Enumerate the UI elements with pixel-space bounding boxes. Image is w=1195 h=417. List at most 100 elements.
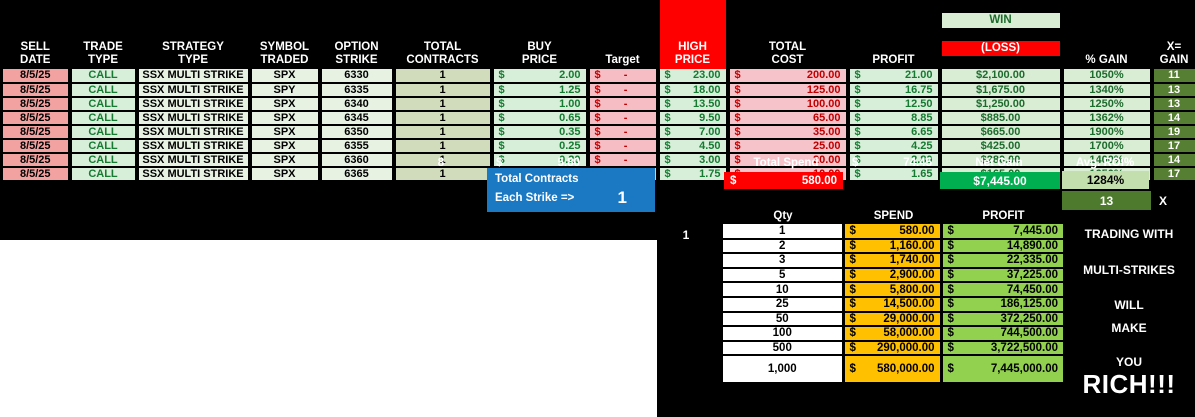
- sell-date-cell[interactable]: 8/5/25: [1, 152, 72, 168]
- total-contracts-sum[interactable]: 8: [437, 157, 445, 169]
- profit-cell[interactable]: $12.50: [847, 96, 942, 112]
- percent-gain-cell[interactable]: 1250%: [1061, 96, 1154, 112]
- col-header-profit[interactable]: PROFIT: [847, 0, 942, 69]
- col-header-trade-type[interactable]: TRADE TYPE: [69, 0, 139, 69]
- target-cell[interactable]: $-: [587, 69, 660, 84]
- net-gain-value[interactable]: $7,445.00: [940, 172, 1060, 189]
- symbol-cell[interactable]: SPX: [249, 166, 322, 182]
- buy-price-cell[interactable]: $2.00: [491, 69, 590, 84]
- sell-date-cell[interactable]: 8/5/25: [1, 166, 72, 182]
- col-header-sell-date[interactable]: SELL DATE: [1, 0, 72, 69]
- x-gain-cell[interactable]: 13: [1151, 96, 1195, 112]
- target-cell[interactable]: $-: [587, 110, 660, 126]
- qty-cell[interactable]: 5: [723, 267, 845, 284]
- contracts-cell[interactable]: 1: [393, 82, 494, 98]
- high-price-cell[interactable]: $9.50: [657, 110, 730, 126]
- col-header-win-loss[interactable]: WIN (LOSS): [939, 0, 1064, 69]
- symbol-cell[interactable]: SPX: [249, 96, 322, 112]
- profit-scale-cell[interactable]: $372,250.00: [941, 311, 1063, 328]
- qty-cell[interactable]: 10: [723, 282, 845, 298]
- high-price-cell[interactable]: $1.75: [657, 166, 730, 182]
- high-price-cell[interactable]: $13.50: [657, 96, 730, 112]
- high-price-cell[interactable]: $7.00: [657, 124, 730, 140]
- buy-price-cell[interactable]: $1.00: [491, 96, 590, 112]
- spend-cell[interactable]: $29,000.00: [843, 311, 943, 328]
- percent-gain-cell[interactable]: 1400%: [1061, 152, 1154, 168]
- spend-cell[interactable]: $290,000.00: [843, 340, 943, 357]
- percent-gain-cell[interactable]: 1362%: [1061, 110, 1154, 126]
- profit-scale-cell[interactable]: $3,722,500.00: [941, 340, 1063, 357]
- symbol-cell[interactable]: SPX: [249, 110, 322, 126]
- high-price-cell[interactable]: $23.00: [657, 69, 730, 84]
- strike-cell[interactable]: 6360: [319, 152, 396, 168]
- qty-cell[interactable]: 500: [723, 340, 845, 357]
- profit-cell[interactable]: $4.25: [847, 138, 942, 154]
- percent-gain-cell[interactable]: 1700%: [1061, 138, 1154, 154]
- trade-type-cell[interactable]: CALL: [69, 166, 139, 182]
- buy-price-cell[interactable]: $0.65: [491, 110, 590, 126]
- target-cell[interactable]: $-: [587, 152, 660, 168]
- x-gain-cell[interactable]: 14: [1151, 110, 1195, 126]
- strike-cell[interactable]: 6355: [319, 138, 396, 154]
- spend-cell[interactable]: $14,500.00: [843, 296, 943, 313]
- x-multiplier-value[interactable]: 13: [1062, 191, 1151, 210]
- col-header-percent-gain[interactable]: % GAIN: [1061, 0, 1154, 69]
- win-loss-cell[interactable]: $1,675.00: [939, 82, 1064, 98]
- profit-scale-cell[interactable]: $37,225.00: [941, 267, 1063, 284]
- qty-cell[interactable]: 1,000: [723, 355, 845, 385]
- total-cost-cell[interactable]: $65.00: [727, 110, 850, 126]
- qty-cell[interactable]: 100: [723, 326, 845, 342]
- spend-cell[interactable]: $580.00: [843, 224, 943, 240]
- x-gain-cell[interactable]: 17: [1151, 166, 1195, 182]
- total-cost-cell[interactable]: $35.00: [727, 124, 850, 140]
- strategy-cell[interactable]: SSX MULTI STRIKE: [136, 69, 252, 84]
- total-cost-cell[interactable]: $200.00: [727, 69, 850, 84]
- contracts-cell[interactable]: 1: [393, 138, 494, 154]
- strike-cell[interactable]: 6365: [319, 166, 396, 182]
- trade-type-cell[interactable]: CALL: [69, 152, 139, 168]
- strike-cell[interactable]: 6340: [319, 96, 396, 112]
- profit-sum[interactable]: $ 74.45: [852, 157, 932, 169]
- total-cost-cell[interactable]: $100.00: [727, 96, 850, 112]
- profit-cell[interactable]: $2.80: [847, 152, 942, 168]
- avg-roi-value[interactable]: 1284%: [1062, 171, 1149, 189]
- contracts-cell[interactable]: 1: [393, 152, 494, 168]
- total-cost-cell[interactable]: $25.00: [727, 138, 850, 154]
- x-gain-cell[interactable]: 13: [1151, 82, 1195, 98]
- strategy-cell[interactable]: SSX MULTI STRIKE: [136, 152, 252, 168]
- target-cell[interactable]: $-: [587, 124, 660, 140]
- contracts-cell[interactable]: 1: [393, 110, 494, 126]
- profit-cell[interactable]: $21.00: [847, 69, 942, 84]
- trade-type-cell[interactable]: CALL: [69, 82, 139, 98]
- x-gain-cell[interactable]: 17: [1151, 138, 1195, 154]
- high-price-cell[interactable]: $18.00: [657, 82, 730, 98]
- contracts-cell[interactable]: 1: [393, 166, 494, 182]
- total-cost-cell[interactable]: $20.00: [727, 152, 850, 168]
- symbol-cell[interactable]: SPX: [249, 152, 322, 168]
- trade-type-cell[interactable]: CALL: [69, 138, 139, 154]
- col-header-high-price[interactable]: HIGH PRICE: [657, 0, 730, 69]
- spend-cell[interactable]: $2,900.00: [843, 267, 943, 284]
- col-header-strategy-type[interactable]: STRATEGY TYPE: [136, 0, 252, 69]
- qty-cell[interactable]: 25: [723, 296, 845, 313]
- strategy-cell[interactable]: SSX MULTI STRIKE: [136, 96, 252, 112]
- buy-price-cell[interactable]: $1.25: [491, 82, 590, 98]
- qty-cell[interactable]: 2: [723, 238, 845, 255]
- trade-type-cell[interactable]: CALL: [69, 124, 139, 140]
- profit-scale-cell[interactable]: $7,445.00: [941, 224, 1063, 240]
- sell-date-cell[interactable]: 8/5/25: [1, 82, 72, 98]
- total-spend-value[interactable]: $ 580.00: [724, 172, 843, 189]
- sell-date-cell[interactable]: 8/5/25: [1, 124, 72, 140]
- strike-cell[interactable]: 6330: [319, 69, 396, 84]
- strike-cell[interactable]: 6335: [319, 82, 396, 98]
- profit-scale-cell[interactable]: $22,335.00: [941, 253, 1063, 269]
- spend-cell[interactable]: $1,740.00: [843, 253, 943, 269]
- target-cell[interactable]: $-: [587, 138, 660, 154]
- symbol-cell[interactable]: SPX: [249, 124, 322, 140]
- profit-scale-cell[interactable]: $7,445,000.00: [941, 355, 1063, 385]
- profit-cell[interactable]: $8.85: [847, 110, 942, 126]
- spend-cell[interactable]: $1,160.00: [843, 238, 943, 255]
- col-header-total-contracts[interactable]: TOTAL CONTRACTS: [393, 0, 494, 69]
- qty-cell[interactable]: 1: [723, 224, 845, 240]
- strategy-cell[interactable]: SSX MULTI STRIKE: [136, 110, 252, 126]
